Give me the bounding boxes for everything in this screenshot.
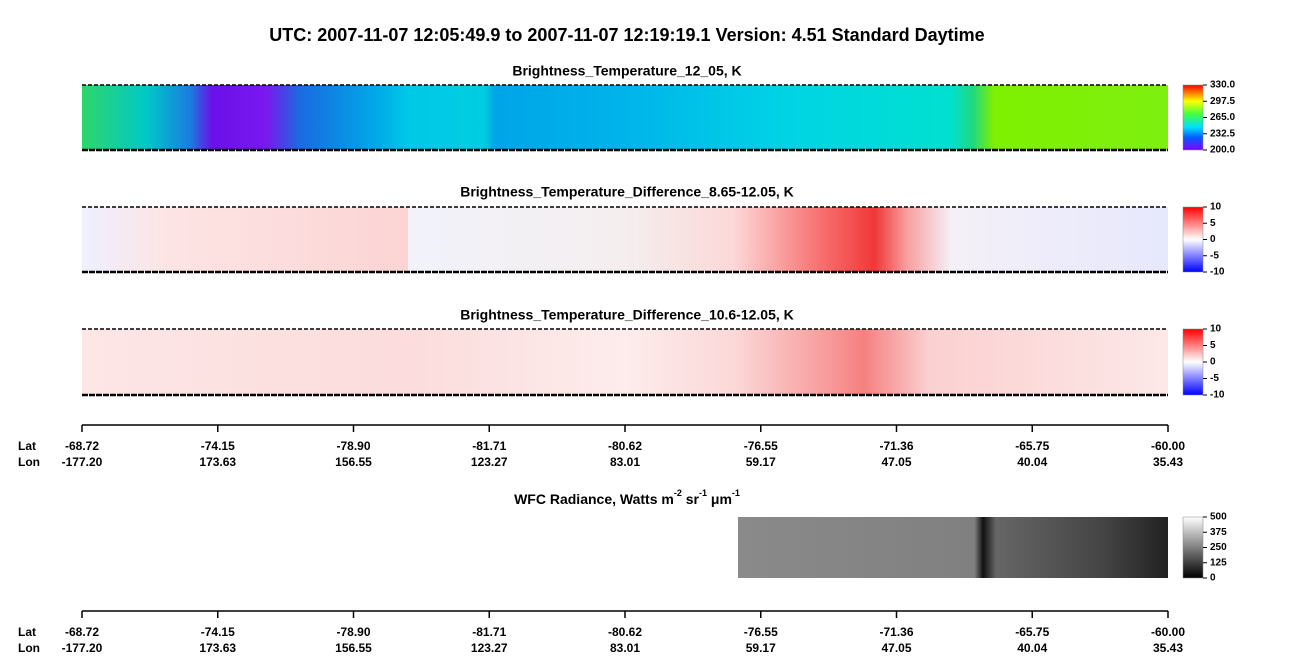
colorbar-tick-label: 232.5 <box>1210 128 1235 139</box>
colorbar-tick-label: 0 <box>1210 234 1216 245</box>
colorbar <box>1182 206 1204 273</box>
title-part: -2 <box>674 488 682 498</box>
colorbar-tick-label: 330.0 <box>1210 80 1235 91</box>
lon-tick-label: 173.63 <box>199 455 236 469</box>
colorbar-tick-label: 250 <box>1210 542 1227 553</box>
lon-tick-label: 156.55 <box>335 455 372 469</box>
lon-tick-label: -177.20 <box>62 455 103 469</box>
panel-title: Brightness_Temperature_Difference_8.65-1… <box>460 184 794 200</box>
lat-tick-label: -65.75 <box>1015 439 1049 453</box>
lon-tick-label: 59.17 <box>746 641 776 655</box>
lat-tick-label: -78.90 <box>336 439 370 453</box>
lat-tick-label: -81.71 <box>472 625 506 639</box>
lat-tick-label: -78.90 <box>336 625 370 639</box>
lat-tick-label: -76.55 <box>744 625 778 639</box>
colorbar-tick-label: -5 <box>1210 373 1219 384</box>
colorbar-tick-label: 500 <box>1210 512 1227 523</box>
figure-title: UTC: 2007-11-07 12:05:49.9 to 2007-11-07… <box>269 25 984 45</box>
colorbar-tick-label: 265.0 <box>1210 112 1235 123</box>
lat-tick-label: -68.72 <box>65 439 99 453</box>
lat-label: Lat <box>18 625 36 639</box>
colorbar-tick-label: -5 <box>1210 250 1219 261</box>
lon-tick-label: 47.05 <box>881 641 911 655</box>
panel-title: Brightness_Temperature_Difference_10.6-1… <box>460 307 794 323</box>
lat-tick-label: -74.15 <box>201 625 235 639</box>
image <box>82 85 1168 150</box>
lat-tick-label: -65.75 <box>1015 625 1049 639</box>
colorbar <box>1182 328 1204 396</box>
lon-tick-label: 40.04 <box>1017 455 1047 469</box>
lon-label: Lon <box>18 455 40 469</box>
lon-tick-label: 123.27 <box>471 455 508 469</box>
title-part: μm <box>707 491 732 507</box>
lon-tick-label: 123.27 <box>471 641 508 655</box>
colorbar-tick-label: 375 <box>1210 527 1227 538</box>
lat-tick-label: -80.62 <box>608 625 642 639</box>
title-part: WFC Radiance, Watts m <box>514 491 674 507</box>
colorbar <box>1182 516 1204 579</box>
title-part: sr <box>682 491 700 507</box>
lon-tick-label: 59.17 <box>746 455 776 469</box>
colorbar-tick-label: -10 <box>1210 390 1225 401</box>
lon-tick-label: 156.55 <box>335 641 372 655</box>
lat-tick-label: -71.36 <box>879 625 913 639</box>
lon-label: Lon <box>18 641 40 655</box>
lon-tick-label: 40.04 <box>1017 641 1047 655</box>
lat-tick-label: -76.55 <box>744 439 778 453</box>
title-part: -1 <box>699 488 707 498</box>
lat-tick-label: -60.00 <box>1151 439 1185 453</box>
lat-tick-label: -80.62 <box>608 439 642 453</box>
colorbar-tick-label: 0 <box>1210 573 1216 584</box>
colorbar-tick-label: 10 <box>1210 202 1222 213</box>
colorbar <box>1182 84 1204 151</box>
colorbar-tick-label: 297.5 <box>1210 96 1235 107</box>
title-part: -1 <box>732 488 740 498</box>
lat-label: Lat <box>18 439 36 453</box>
panel-title: WFC Radiance, Watts m-2 sr-1 μm-1 <box>514 488 740 506</box>
lon-tick-label: 35.43 <box>1153 455 1183 469</box>
lat-tick-label: -68.72 <box>65 625 99 639</box>
lat-tick-label: -71.36 <box>879 439 913 453</box>
lon-tick-label: 47.05 <box>881 455 911 469</box>
colorbar-tick-label: -10 <box>1210 267 1225 278</box>
colorbar-tick-label: 0 <box>1210 357 1216 368</box>
lon-tick-label: -177.20 <box>62 641 103 655</box>
image <box>82 207 1168 272</box>
lat-tick-label: -60.00 <box>1151 625 1185 639</box>
colorbar-tick-label: 10 <box>1210 324 1222 335</box>
colorbar-tick-label: 125 <box>1210 557 1227 568</box>
colorbar-tick-label: 5 <box>1210 340 1216 351</box>
lon-tick-label: 83.01 <box>610 641 640 655</box>
lat-tick-label: -74.15 <box>201 439 235 453</box>
colorbar-tick-label: 200.0 <box>1210 145 1235 156</box>
lon-tick-label: 173.63 <box>199 641 236 655</box>
lon-tick-label: 35.43 <box>1153 641 1183 655</box>
panel-title: Brightness_Temperature_12_05, K <box>512 63 741 79</box>
colorbar-tick-label: 5 <box>1210 218 1216 229</box>
image <box>738 517 1168 578</box>
image <box>82 329 1168 395</box>
lon-tick-label: 83.01 <box>610 455 640 469</box>
lat-tick-label: -81.71 <box>472 439 506 453</box>
